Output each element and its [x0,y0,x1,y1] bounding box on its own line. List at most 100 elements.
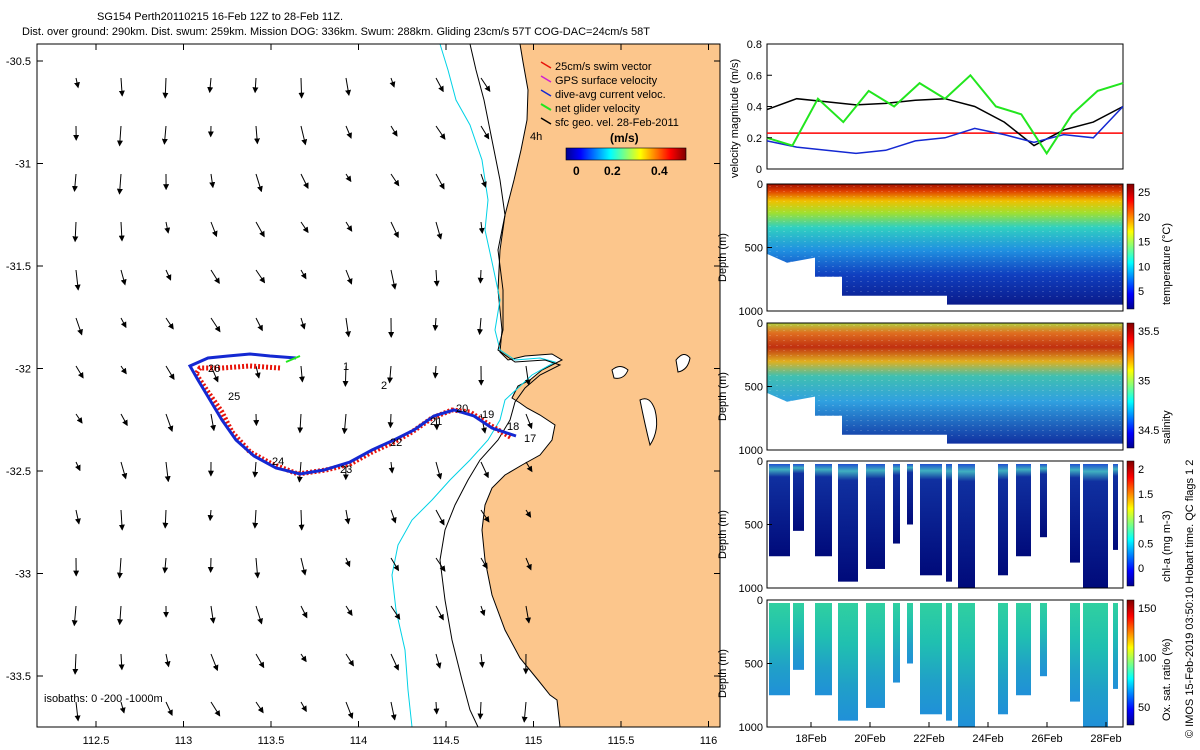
velocity-arrow [300,317,306,330]
time-tick-label: 20Feb [854,733,885,745]
velocity-arrow [525,509,532,518]
colorbar-tick-label: 1 [1138,514,1144,526]
legend-item: GPS surface velocity [555,75,658,87]
velocity-ylabel: velocity magnitude (m/s) [729,59,741,178]
time-tick-label: 24Feb [972,733,1003,745]
velocity-arrow [433,701,440,715]
velocity-arrow [390,269,397,290]
map-ytick-label: -31.5 [6,261,31,273]
velocity-ytick-label: 0.2 [747,133,762,145]
velocity-arrow [255,317,263,332]
velocity-arrow [74,701,81,722]
map-xtick-label: 115.5 [608,735,635,747]
colorbar-tick: 0.4 [651,164,668,178]
velocity-arrow [525,461,533,473]
colorbar-label: chl-a (mg m-3) [1161,510,1173,582]
depth-tick-label: 0 [757,456,763,468]
cast-profile [1040,464,1047,538]
velocity-arrow [165,365,175,381]
velocity-arrow [345,125,352,139]
cast-profile [1070,464,1080,563]
map-ytick-label: -33.5 [6,671,31,683]
velocity-arrow [298,509,305,531]
colorbar-tick-label: 0 [1138,563,1144,575]
velocity-arrow [435,605,444,621]
qc-note: © IMOS 15-Feb-2019 03:50:10 Hobart time.… [1184,460,1196,738]
day-label: 1 [343,361,349,373]
day-label: 25 [228,391,240,403]
cast-profile [815,464,832,557]
legend-item: net glider velocity [555,103,640,115]
velocity-arrow [345,221,353,232]
cast-profile [958,603,975,727]
cast-profile [1083,464,1108,588]
cast-profile [793,464,804,531]
velocity-arrow [254,365,261,379]
velocity-arrow [300,125,308,146]
velocity-arrow [435,509,445,526]
inlet [675,354,691,373]
velocity-arrow [390,221,399,239]
depth-tick-label: 0 [757,179,763,191]
velocity-arrow [165,317,174,330]
velocity-arrow [254,125,260,145]
velocity-arrow [390,509,397,524]
velocity-arrow [390,173,400,187]
depth-panel-2: 0 500 1000 Depth (m) 0 0.5 1 1.5 2 chl-a (mg m-3) [717,456,1173,595]
depth-panel-0: 0 500 1000 Depth (m) 5 10 15 20 25 temperature (°… [717,179,1173,318]
velocity-arrow [72,221,79,243]
velocity-arrow [342,365,349,387]
velocity-arrow [118,221,125,242]
velocity-arrow [390,605,401,620]
velocity-arrow [71,173,78,192]
velocity-arrow [252,461,259,478]
cast-profile [793,603,804,670]
velocity-arrow [387,365,394,384]
velocity-arrow [118,77,125,97]
velocity-arrow [74,269,81,291]
isobaths-note: isobaths: 0 -200 -1000m [44,693,163,705]
velocity-arrow [209,173,216,189]
map-xtick-label: 113 [175,735,193,747]
cast-profile [998,603,1008,715]
velocity-ytick-label: 0.6 [747,70,762,82]
depth-panel-3: 0 500 1000 Depth (m) 50 100 150 Ox. sat. ratio … [717,595,1173,734]
velocity-arrow [74,77,80,89]
colorbar-tick-label: 100 [1138,653,1156,665]
colorbar-label: temperature (°C) [1161,223,1173,305]
velocity-arrow [345,605,353,617]
legend-item: dive-avg current veloc. [555,89,666,101]
cast-profile [1040,603,1047,677]
velocity-arrow [477,317,484,336]
colorbar-tick-label: 34.5 [1138,425,1159,437]
colorbar-tick-label: 2 [1138,464,1144,476]
velocity-arrow [164,461,171,483]
cast-profile [769,603,790,696]
day-label: 22 [390,437,402,449]
map-xtick-label: 112.5 [83,735,110,747]
cast-profile [769,464,790,557]
velocity-arrow [300,173,309,189]
track-net-velocity [285,355,301,363]
day-label: 21 [430,416,442,428]
velocity-arrow [435,125,446,140]
velocity-arrow [435,77,444,93]
depth-colorbar [1126,183,1135,310]
profile-field [767,323,1123,444]
day-label: 18 [507,421,519,433]
velocity-arrow [525,605,532,624]
legend-swatch [540,75,552,83]
velocity-arrow [300,557,307,576]
velocity-arrow [479,605,486,617]
depth-tick-label: 0 [757,318,763,330]
cast-profile [1016,464,1031,557]
velocity-arrow [210,269,220,285]
colorbar-tick-label: 0.5 [1138,538,1153,550]
velocity-arrow [525,365,531,386]
velocity-arrow [300,605,308,619]
velocity-arrow [480,509,490,523]
depth-tick-label: 0 [757,595,763,607]
velocity-arrow [345,77,352,96]
velocity-arrow [435,173,445,190]
velocity-arrow [75,413,83,424]
